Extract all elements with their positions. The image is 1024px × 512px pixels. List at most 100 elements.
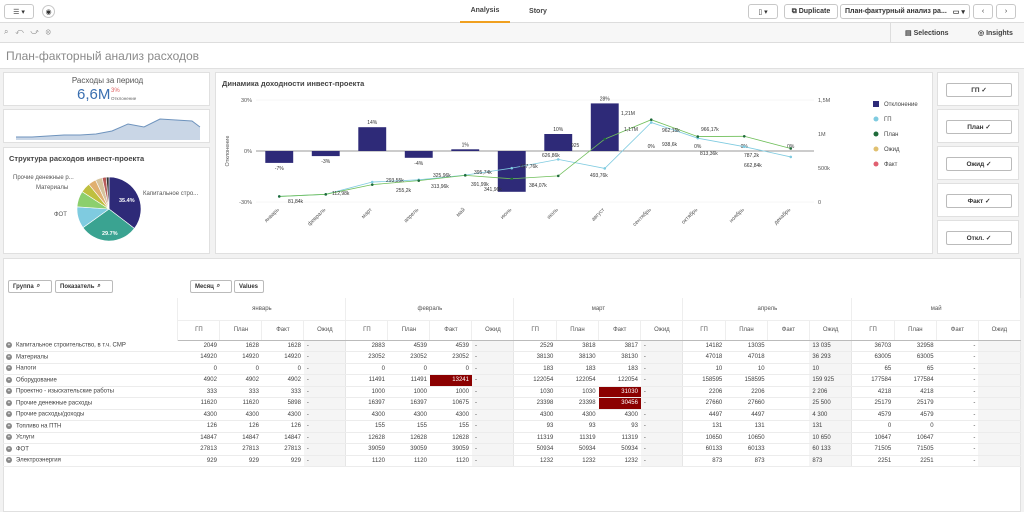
table-cell[interactable]: -	[471, 409, 515, 421]
month-header[interactable]: февраль	[345, 298, 515, 321]
table-cell[interactable]	[978, 374, 1021, 387]
table-cell[interactable]: 50934	[598, 443, 641, 456]
measure-header[interactable]: ГП	[177, 320, 221, 341]
table-cell[interactable]: 3817	[598, 340, 641, 352]
row-label[interactable]: + Капитальное строительство, в т.ч. СМР	[3, 340, 178, 352]
table-cell[interactable]: -	[303, 386, 347, 398]
line-point[interactable]	[463, 174, 467, 177]
table-cell[interactable]: 0	[387, 363, 430, 375]
pie-slice-1[interactable]	[82, 208, 135, 242]
table-cell[interactable]: -	[303, 409, 347, 421]
table-cell[interactable]: -	[471, 455, 515, 467]
table-cell[interactable]: 13035	[725, 340, 768, 352]
measure-header[interactable]: Ожид	[640, 320, 684, 341]
table-cell[interactable]	[767, 397, 810, 410]
table-cell[interactable]: 2049	[177, 340, 220, 352]
table-cell[interactable]: 25179	[851, 397, 895, 410]
row-label[interactable]: + Прочие денежные расходы	[3, 397, 178, 410]
line-point[interactable]	[556, 174, 560, 178]
table-cell[interactable]	[978, 420, 1021, 433]
expand-icon[interactable]: +	[6, 353, 12, 360]
table-cell[interactable]: 16397	[345, 397, 388, 410]
table-cell[interactable]	[767, 443, 810, 456]
row-label[interactable]: + Электроэнергия	[3, 455, 178, 467]
table-cell[interactable]: 122054	[513, 374, 557, 387]
table-cell[interactable]: 4497	[725, 409, 768, 421]
measure-header[interactable]: ГП	[345, 320, 389, 341]
legend-label[interactable]: Ожид	[884, 147, 900, 153]
table-cell[interactable]: 4300	[345, 409, 388, 421]
table-cell[interactable]: 126	[219, 420, 262, 433]
table-cell[interactable]: 2251	[894, 455, 937, 467]
table-cell[interactable]: 36703	[851, 340, 895, 352]
otkl-toggle-button[interactable]: Откл. ✓	[946, 231, 1012, 245]
table-row[interactable]: + Оборудование 4902 4902 4902-11491 11491 1324…	[3, 374, 1021, 387]
month-header[interactable]: апрель	[682, 298, 853, 321]
table-cell[interactable]: 71505	[894, 443, 937, 456]
table-cell[interactable]: 60133	[682, 443, 726, 456]
measure-header[interactable]: Факт	[598, 320, 642, 341]
table-cell[interactable]: -	[936, 351, 979, 364]
expand-icon[interactable]: +	[6, 365, 12, 372]
month-header[interactable]: май	[851, 298, 1021, 321]
table-cell[interactable]: 5898	[261, 397, 304, 410]
line-point[interactable]	[370, 180, 374, 184]
table-cell[interactable]: 4902	[177, 374, 220, 387]
table-cell[interactable]: -	[640, 340, 684, 352]
measure-header[interactable]: Факт	[261, 320, 305, 341]
measure-header[interactable]: Ожид	[809, 320, 853, 341]
line-point[interactable]	[789, 147, 793, 150]
table-cell[interactable]: 4902	[261, 374, 304, 387]
table-cell[interactable]: 12628	[387, 432, 430, 444]
table-cell[interactable]: -	[640, 443, 684, 456]
table-row[interactable]: + Электроэнергия 929 929 929-1120 1120 1120-12…	[3, 455, 1021, 467]
table-row[interactable]: + ФОТ 27813 27813 27813-39059 39059 39059-5093…	[3, 443, 1021, 456]
table-cell[interactable]: 27660	[725, 397, 768, 410]
table-cell[interactable]: 929	[219, 455, 262, 467]
table-cell[interactable]: 158595	[682, 374, 726, 387]
table-cell[interactable]: 27813	[219, 443, 262, 456]
legend-label[interactable]: Отклонение	[884, 102, 918, 108]
table-cell[interactable]: 1120	[345, 455, 388, 467]
bar-август[interactable]	[590, 103, 619, 151]
kpi-panel[interactable]: Расходы за период 6,6M 3% Отклонение	[3, 72, 210, 106]
table-cell[interactable]: 929	[261, 455, 304, 467]
table-cell[interactable]: 155	[387, 420, 430, 433]
table-cell[interactable]: 929	[177, 455, 220, 467]
table-cell[interactable]: -	[936, 455, 979, 467]
gp-toggle-button[interactable]: ГП ✓	[946, 83, 1012, 97]
table-cell[interactable]	[767, 351, 810, 364]
table-cell[interactable]: 177584	[851, 374, 895, 387]
bar-июль[interactable]	[544, 134, 573, 151]
table-cell[interactable]: 32958	[894, 340, 937, 352]
table-cell[interactable]	[767, 386, 810, 398]
table-row[interactable]: + Прочие денежные расходы 11620 11620 5898-1…	[3, 397, 1021, 410]
table-cell[interactable]: 31030	[598, 386, 641, 398]
global-menu-button[interactable]: ☰ ▾	[4, 4, 34, 19]
table-cell[interactable]: -	[303, 455, 347, 467]
table-cell[interactable]: 23398	[513, 397, 557, 410]
table-cell[interactable]	[978, 409, 1021, 421]
row-label[interactable]: + Топливо на ПТН	[3, 420, 178, 433]
row-label[interactable]: + Материалы	[3, 351, 178, 364]
table-cell[interactable]: 10650	[725, 432, 768, 444]
table-cell[interactable]: 63005	[894, 351, 937, 364]
table-cell[interactable]: -	[471, 432, 515, 444]
table-cell[interactable]: 38130	[598, 351, 641, 364]
table-cell[interactable]: 30456	[598, 397, 641, 410]
table-cell[interactable]: 11319	[556, 432, 599, 444]
measure-header[interactable]: Факт	[767, 320, 810, 341]
table-cell[interactable]: 36 293	[809, 351, 853, 364]
table-cell[interactable]: 1000	[387, 386, 430, 398]
measure-header[interactable]: План	[219, 320, 263, 341]
table-cell[interactable]: -	[471, 420, 515, 433]
indicator-filter[interactable]: Показатель ⌕	[55, 280, 113, 293]
table-row[interactable]: + Проектно - изыскательские работы 333 333 3…	[3, 386, 1021, 398]
table-cell[interactable]: -	[471, 443, 515, 456]
table-cell[interactable]: -	[936, 386, 979, 398]
table-cell[interactable]: 873	[809, 455, 853, 467]
table-cell[interactable]	[767, 420, 810, 433]
table-cell[interactable]: 23398	[556, 397, 599, 410]
table-cell[interactable]: 4300	[429, 409, 472, 421]
table-cell[interactable]: 71505	[851, 443, 895, 456]
